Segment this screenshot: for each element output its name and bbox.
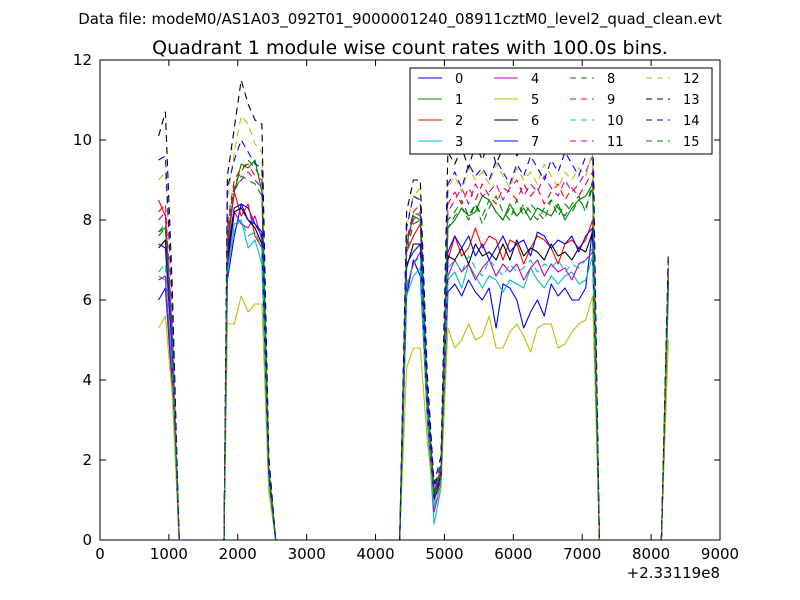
series-line-0 bbox=[158, 203, 669, 541]
series-line-14 bbox=[158, 139, 669, 541]
x-tick-label: 0 bbox=[95, 545, 105, 563]
series-line-3 bbox=[158, 219, 669, 541]
x-tick-label: 3000 bbox=[288, 545, 326, 563]
legend-label-2: 2 bbox=[455, 114, 463, 129]
series-line-7 bbox=[158, 203, 669, 541]
y-tick-label: 12 bbox=[73, 51, 92, 69]
x-tick-label: 2000 bbox=[219, 545, 257, 563]
x-tick-label: 1000 bbox=[150, 545, 188, 563]
data-file-supertitle: Data file: modeM0/AS1A03_092T01_90000012… bbox=[78, 10, 722, 29]
legend-label-3: 3 bbox=[455, 135, 463, 150]
x-tick-label: 8000 bbox=[632, 545, 670, 563]
legend-frame bbox=[409, 67, 713, 155]
legend-label-13: 13 bbox=[683, 93, 700, 108]
legend-label-9: 9 bbox=[607, 93, 615, 108]
legend-label-6: 6 bbox=[531, 114, 539, 129]
y-tick-label: 0 bbox=[82, 531, 92, 549]
series-line-11 bbox=[158, 155, 669, 541]
x-tick-label: 4000 bbox=[356, 545, 394, 563]
legend-label-5: 5 bbox=[531, 93, 539, 108]
legend-label-15: 15 bbox=[683, 135, 700, 150]
x-tick-label: 9000 bbox=[701, 545, 739, 563]
y-tick-label: 8 bbox=[82, 211, 92, 229]
y-tick-label: 2 bbox=[82, 451, 92, 469]
legend-label-8: 8 bbox=[607, 72, 615, 87]
legend-label-12: 12 bbox=[683, 72, 700, 87]
axis-ticks: 0 1000 2000 3000 4000 5000 6000 7000 8000 9000 0 2 4… bbox=[73, 51, 739, 563]
y-tick-label: 10 bbox=[73, 131, 92, 149]
legend-label-7: 7 bbox=[531, 135, 539, 150]
x-offset-label: +2.33119e8 bbox=[627, 564, 720, 582]
x-tick-label: 5000 bbox=[425, 545, 463, 563]
legend-label-14: 14 bbox=[683, 114, 700, 129]
x-tick-label: 7000 bbox=[563, 545, 601, 563]
legend-label-10: 10 bbox=[607, 114, 624, 129]
series-line-5 bbox=[158, 295, 669, 541]
series-line-9 bbox=[158, 163, 669, 541]
chart-title: Quadrant 1 module wise count rates with … bbox=[152, 37, 668, 59]
legend-label-0: 0 bbox=[455, 72, 463, 87]
series-line-10 bbox=[158, 219, 669, 541]
series-line-15 bbox=[158, 175, 669, 541]
series-line-1 bbox=[158, 159, 669, 541]
legend-label-4: 4 bbox=[531, 72, 539, 87]
y-tick-label: 4 bbox=[82, 371, 92, 389]
series-layer bbox=[158, 79, 669, 541]
y-tick-label: 6 bbox=[82, 291, 92, 309]
x-tick-label: 6000 bbox=[494, 545, 532, 563]
legend-label-11: 11 bbox=[607, 135, 624, 150]
legend-label-1: 1 bbox=[455, 93, 463, 108]
